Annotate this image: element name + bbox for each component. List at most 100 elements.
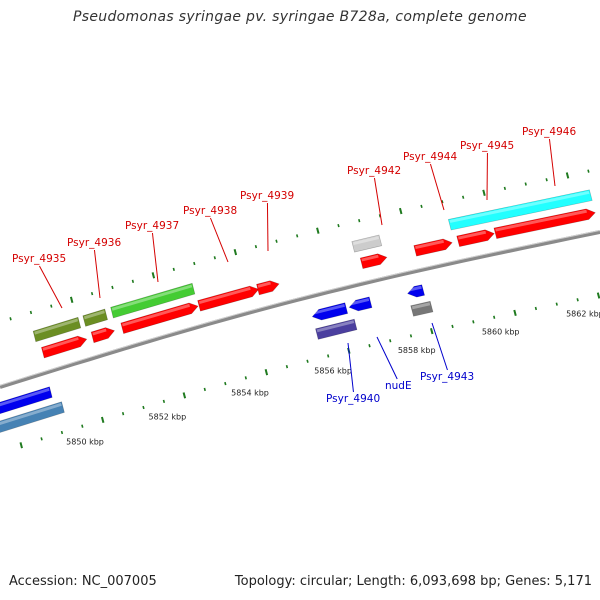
upper-tick-mark [29,310,33,315]
category-bar-shine [34,318,78,335]
category-bar-shine [411,302,431,310]
upper-tick-mark [151,272,156,279]
upper-tick-mark [399,207,403,215]
upper-tick-mark [69,296,74,303]
lower-tick-mark [327,354,330,358]
forward-gene-arrow-shine [458,230,487,240]
category-bar [82,308,108,327]
category-bar-shine [0,403,62,426]
lower-tick-mark [555,302,558,306]
forward-gene-arrow [493,208,596,239]
gene-label: Psyr_4937 [125,220,179,232]
upper-tick-mark [420,204,423,209]
upper-tick-mark [565,172,570,179]
lower-tick-mark [493,315,496,319]
lower-tick-mark [513,309,517,317]
lower-tick-mark [142,405,145,410]
reverse-gene-arrow-shine [312,304,345,315]
forward-gene-arrow [256,280,280,296]
scale-label: 5862 kbp [566,310,600,319]
lower-tick-mark [368,344,371,348]
upper-tick-mark [111,285,114,290]
lower-tick-mark [451,324,454,329]
scale-label: 5856 kbp [314,366,352,375]
category-bar-shine [111,284,193,311]
reverse-gene-arrow [407,284,425,298]
gene-leader-line [429,163,445,211]
scale-label: 5850 kbp [66,437,104,446]
lower-tick-mark [121,412,125,416]
gene-label: Psyr_4935 [12,253,66,265]
lower-tick-mark [430,327,434,335]
lower-tick-mark [40,437,43,441]
lower-tick-mark [203,387,206,392]
reverse-gene-arrow [348,296,373,312]
scale-label: 5852 kbp [149,412,187,421]
reverse-gene-arrow-shine [407,285,422,292]
upper-tick-mark [441,200,444,204]
upper-tick-mark [337,223,340,228]
lower-tick-mark [596,292,600,299]
lower-tick-mark [244,376,247,380]
upper-tick-mark [316,227,320,234]
forward-gene-arrow [120,302,199,334]
forward-gene-arrow-shine [495,209,587,232]
category-bar-shine [449,191,590,223]
gene-leader-line [347,342,354,393]
upper-tick-mark [233,248,238,256]
gene-label: Psyr_4944 [403,151,457,163]
lower-tick-mark [264,369,269,376]
lower-tick-mark [100,416,105,424]
gene-label: nudE [385,380,412,392]
gene-leader-line [93,249,101,299]
forward-gene-arrow-shine [257,281,271,288]
gene-label: Psyr_4946 [522,126,576,138]
lower-tick-mark [81,424,84,428]
gene-label: Psyr_4939 [240,190,294,202]
gene-leader-line [266,202,269,252]
lower-tick-mark [472,320,475,324]
upper-tick-mark [50,304,53,308]
gene-label: Psyr_4945 [460,140,514,152]
forward-gene-arrow [90,327,116,344]
upper-tick-mark [545,178,548,182]
gene-label: Psyr_4942 [347,165,401,177]
upper-tick-mark [503,186,507,191]
upper-tick-mark [275,239,278,243]
forward-gene-arrow [456,229,495,247]
upper-tick-mark [172,267,175,272]
label-layer: 5850 kbp 5852 kbp 5854 kbp 5856 kbp 5858 kbp… [12,126,600,446]
upper-tick-mark [296,234,299,238]
reverse-gene-arrow [311,302,349,321]
accession-text: Accession: NC_007005 [9,574,157,589]
scale-label: 5854 kbp [231,389,269,398]
genome-summary-text: Topology: circular; Length: 6,093,698 bp… [234,574,592,589]
forward-gene-arrow-shine [415,239,444,249]
backbone-line [0,230,600,389]
lower-tick-mark [306,359,309,363]
category-bar [32,316,82,343]
gene-leader-line [373,177,383,226]
forward-gene-arrow-shine [198,287,251,304]
forward-gene-arrow-shine [122,303,190,327]
category-bar [410,300,434,317]
forward-gene-arrow-shine [361,254,379,262]
upper-tick-mark [193,261,196,266]
category-bar [315,318,358,340]
gene-leader-line [376,336,398,380]
category-bar [110,282,196,319]
feature-layer [0,189,596,433]
lower-tick-mark [19,442,23,449]
gene-leader-line [39,265,63,309]
gene-label: Psyr_4938 [183,205,237,217]
category-bar [351,234,383,253]
category-bar-shine [84,310,105,320]
gene-leader-line [548,138,556,187]
lower-tick-mark [60,430,64,435]
forward-gene-arrow-shine [42,337,79,351]
lower-tick-mark [409,334,413,338]
map-title: Pseudomonas syringae pv. syringae B728a,… [73,9,527,25]
gene-label: Psyr_4936 [67,237,121,249]
category-bar [447,189,593,231]
